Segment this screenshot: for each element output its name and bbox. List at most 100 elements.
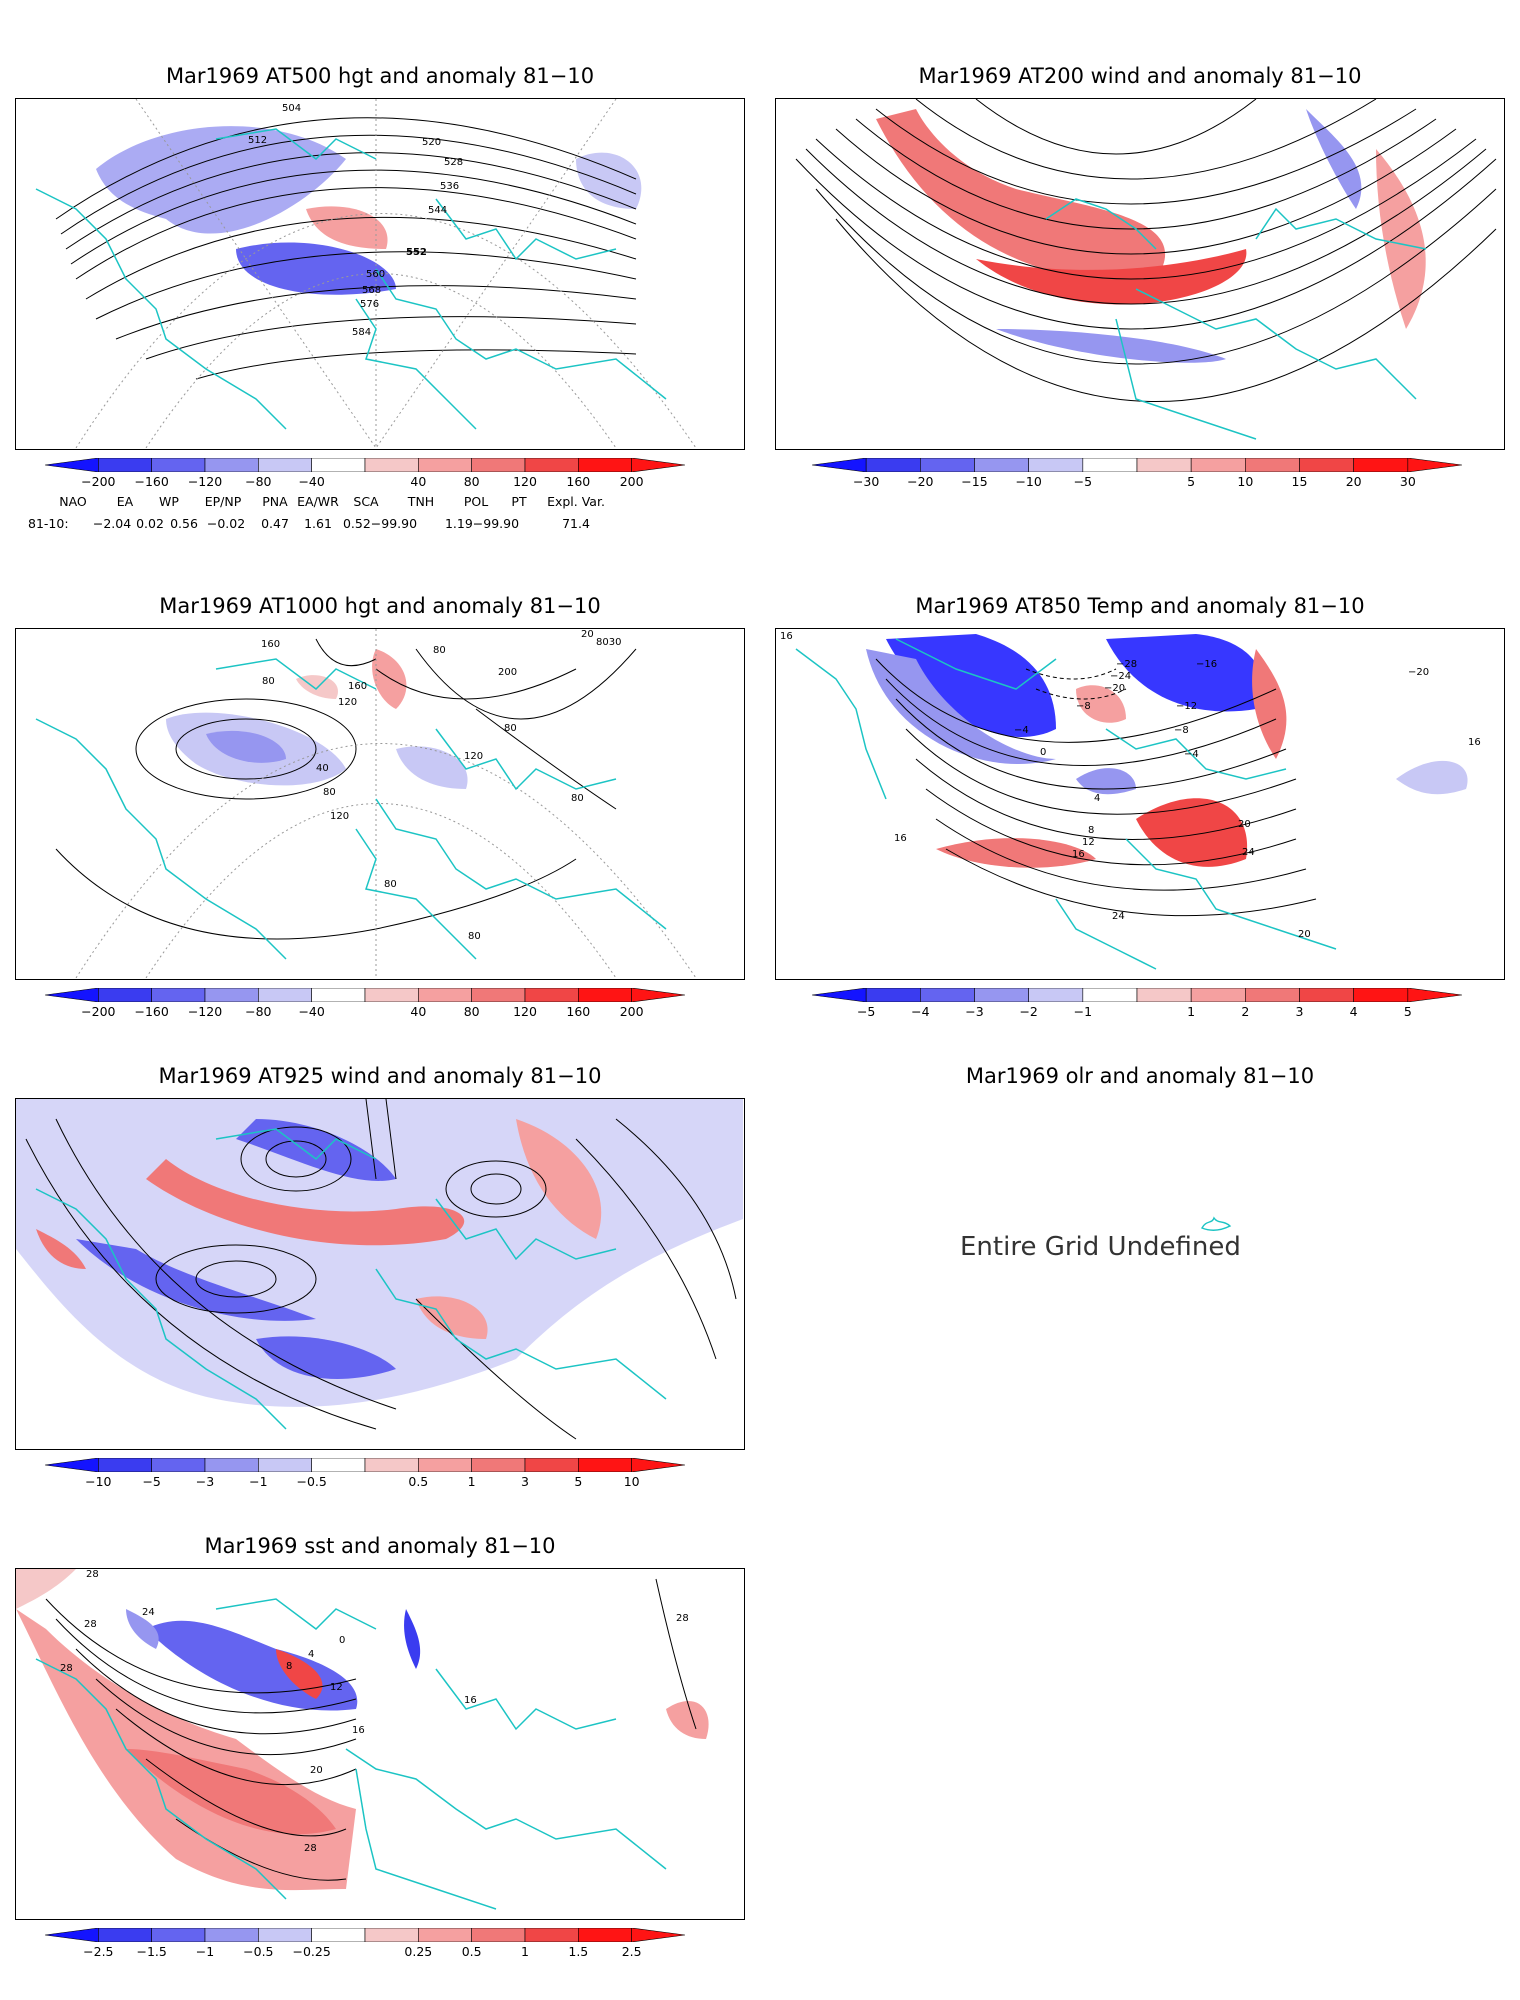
colorbar-tick-label: 2 bbox=[1241, 1004, 1250, 1019]
index-value: 0.52−99.90 bbox=[342, 516, 418, 531]
anomaly-neg bbox=[206, 730, 286, 763]
contour-label: 536 bbox=[440, 181, 460, 192]
anomaly-pos bbox=[306, 206, 388, 249]
anomaly-neg bbox=[404, 1609, 421, 1669]
panel-title-olr: Mar1969 olr and anomaly 81−10 bbox=[965, 1064, 1315, 1088]
colorbar-swatch bbox=[418, 1458, 472, 1472]
colorbar-swatch bbox=[865, 988, 921, 1002]
index-header: NAO bbox=[59, 494, 87, 509]
colorbar-swatch bbox=[204, 458, 259, 472]
colorbar-swatch bbox=[151, 988, 206, 1002]
map-at850: 16 −28 −24 −20 −16 −12 −8 −8 −4 −4 0 4 8… bbox=[775, 628, 1505, 980]
colorbar-tick-label: −2 bbox=[1019, 1004, 1038, 1019]
contour-label: −20 bbox=[1104, 683, 1126, 694]
colorbar-tick-label: 5 bbox=[1187, 474, 1196, 489]
colorbar-swatch bbox=[151, 1928, 206, 1942]
colorbar-swatch bbox=[364, 1458, 419, 1472]
contour-label: 552 bbox=[406, 247, 427, 258]
colorbar-swatch bbox=[1190, 988, 1246, 1002]
colorbar-swatch bbox=[578, 1458, 632, 1472]
colorbar-swatch bbox=[418, 458, 472, 472]
anomaly-neg bbox=[96, 126, 346, 234]
colorbar-tick-label: 160 bbox=[566, 1004, 591, 1019]
contour-label: 12 bbox=[1082, 837, 1095, 848]
colorbar-swatch bbox=[258, 458, 312, 472]
colorbar-swatch bbox=[1299, 988, 1354, 1002]
colorbar-tick-label: 10 bbox=[1237, 474, 1254, 489]
panel-title-at1000: Mar1969 AT1000 hgt and anomaly 81−10 bbox=[159, 594, 601, 618]
colorbar-swatch bbox=[418, 988, 472, 1002]
anomaly-neg bbox=[866, 649, 1056, 765]
colorbar-swatch bbox=[45, 458, 99, 472]
colorbar-at500 bbox=[45, 458, 685, 472]
colorbar-tick-label: −3 bbox=[195, 1474, 215, 1489]
colorbar-swatch bbox=[631, 988, 685, 1002]
colorbar-tick-label: 0.5 bbox=[408, 1474, 429, 1489]
colorbar-swatch bbox=[311, 1458, 366, 1472]
contour-label: −24 bbox=[1110, 671, 1132, 682]
colorbar-tick-label: −4 bbox=[911, 1004, 930, 1019]
contour-label: −8 bbox=[1174, 725, 1189, 736]
contour-label: 20 bbox=[1238, 819, 1251, 830]
colorbar-tick-label: 80 bbox=[463, 1004, 480, 1019]
colorbar-swatch bbox=[151, 458, 206, 472]
contour-label: 120 bbox=[464, 751, 484, 762]
contour-label: 200 bbox=[498, 667, 518, 678]
colorbar-tick-label: −120 bbox=[187, 474, 223, 489]
index-value: 0.56 bbox=[170, 516, 198, 531]
index-value: 1.19−99.90 bbox=[444, 516, 520, 531]
colorbar-tick-label: −200 bbox=[81, 1004, 116, 1019]
contour-label: 28 bbox=[60, 1663, 73, 1674]
anomaly-pos bbox=[876, 109, 1166, 281]
colorbar-tick-label: −5 bbox=[142, 1474, 161, 1489]
contour-label: 16 bbox=[352, 1725, 365, 1736]
anomaly-neg bbox=[886, 634, 1056, 737]
index-value: 0.47 bbox=[261, 516, 289, 531]
index-headers: NAO EA WP EP/NP PNA EA/WR SCA TNH POL PT… bbox=[0, 494, 760, 510]
anomaly-pos bbox=[36, 1229, 86, 1269]
anomaly-neg bbox=[146, 1620, 358, 1711]
contour-label: 120 bbox=[330, 811, 350, 822]
index-header: SCA bbox=[353, 494, 379, 509]
colorbar-tick-label: −1.5 bbox=[136, 1944, 167, 1959]
colorbar-at925 bbox=[45, 1458, 685, 1472]
index-header: EA/WR bbox=[297, 494, 339, 509]
colorbar-tick-label: −3 bbox=[965, 1004, 984, 1019]
contour-label: 24 bbox=[1112, 911, 1125, 922]
contour-label: 8 bbox=[1088, 825, 1095, 836]
colorbar-labels-at1000: −200 −160 −120 −80 −40 40 80 120 160 200 bbox=[45, 1004, 685, 1020]
contour-label: 80 bbox=[433, 645, 446, 656]
index-header: PT bbox=[511, 494, 527, 509]
index-value: 71.4 bbox=[562, 516, 590, 531]
colorbar-swatch bbox=[865, 458, 921, 472]
colorbar-swatch bbox=[1082, 988, 1138, 1002]
index-row-label: 81-10: bbox=[28, 516, 69, 531]
colorbar-swatch bbox=[1082, 458, 1138, 472]
colorbar-swatch bbox=[311, 988, 366, 1002]
colorbar-tick-label: 20 bbox=[1345, 474, 1362, 489]
index-header: TNH bbox=[407, 494, 435, 509]
panel-title-at200: Mar1969 AT200 wind and anomaly 81−10 bbox=[918, 64, 1362, 88]
panel-title-at925: Mar1969 AT925 wind and anomaly 81−10 bbox=[158, 1064, 602, 1088]
colorbar-swatch bbox=[578, 988, 632, 1002]
contour-label: 16 bbox=[780, 631, 793, 642]
colorbar-swatch bbox=[204, 988, 259, 1002]
index-header: Expl. Var. bbox=[547, 494, 605, 509]
colorbar-tick-label: 1.5 bbox=[568, 1944, 589, 1959]
anomaly-neg bbox=[1076, 768, 1136, 795]
colorbar-swatch bbox=[364, 1928, 419, 1942]
colorbar-swatch bbox=[812, 988, 867, 1002]
colorbar-swatch bbox=[45, 1928, 99, 1942]
contour-label: 0 bbox=[339, 1635, 346, 1646]
colorbar-swatch bbox=[524, 1458, 579, 1472]
contour-label: −8 bbox=[1076, 701, 1091, 712]
colorbar-swatch bbox=[471, 1928, 526, 1942]
colorbar-swatch bbox=[524, 988, 579, 1002]
colorbar-tick-label: 200 bbox=[619, 1004, 644, 1019]
index-header: WP bbox=[159, 494, 179, 509]
anomaly-pos bbox=[1376, 149, 1426, 329]
colorbar-swatch bbox=[1353, 988, 1409, 1002]
index-values: 81-10: −2.04 0.02 0.56 −0.02 0.47 1.61 0… bbox=[0, 516, 760, 532]
contour-label: 16 bbox=[894, 833, 907, 844]
contour-label: 24 bbox=[142, 1607, 155, 1618]
